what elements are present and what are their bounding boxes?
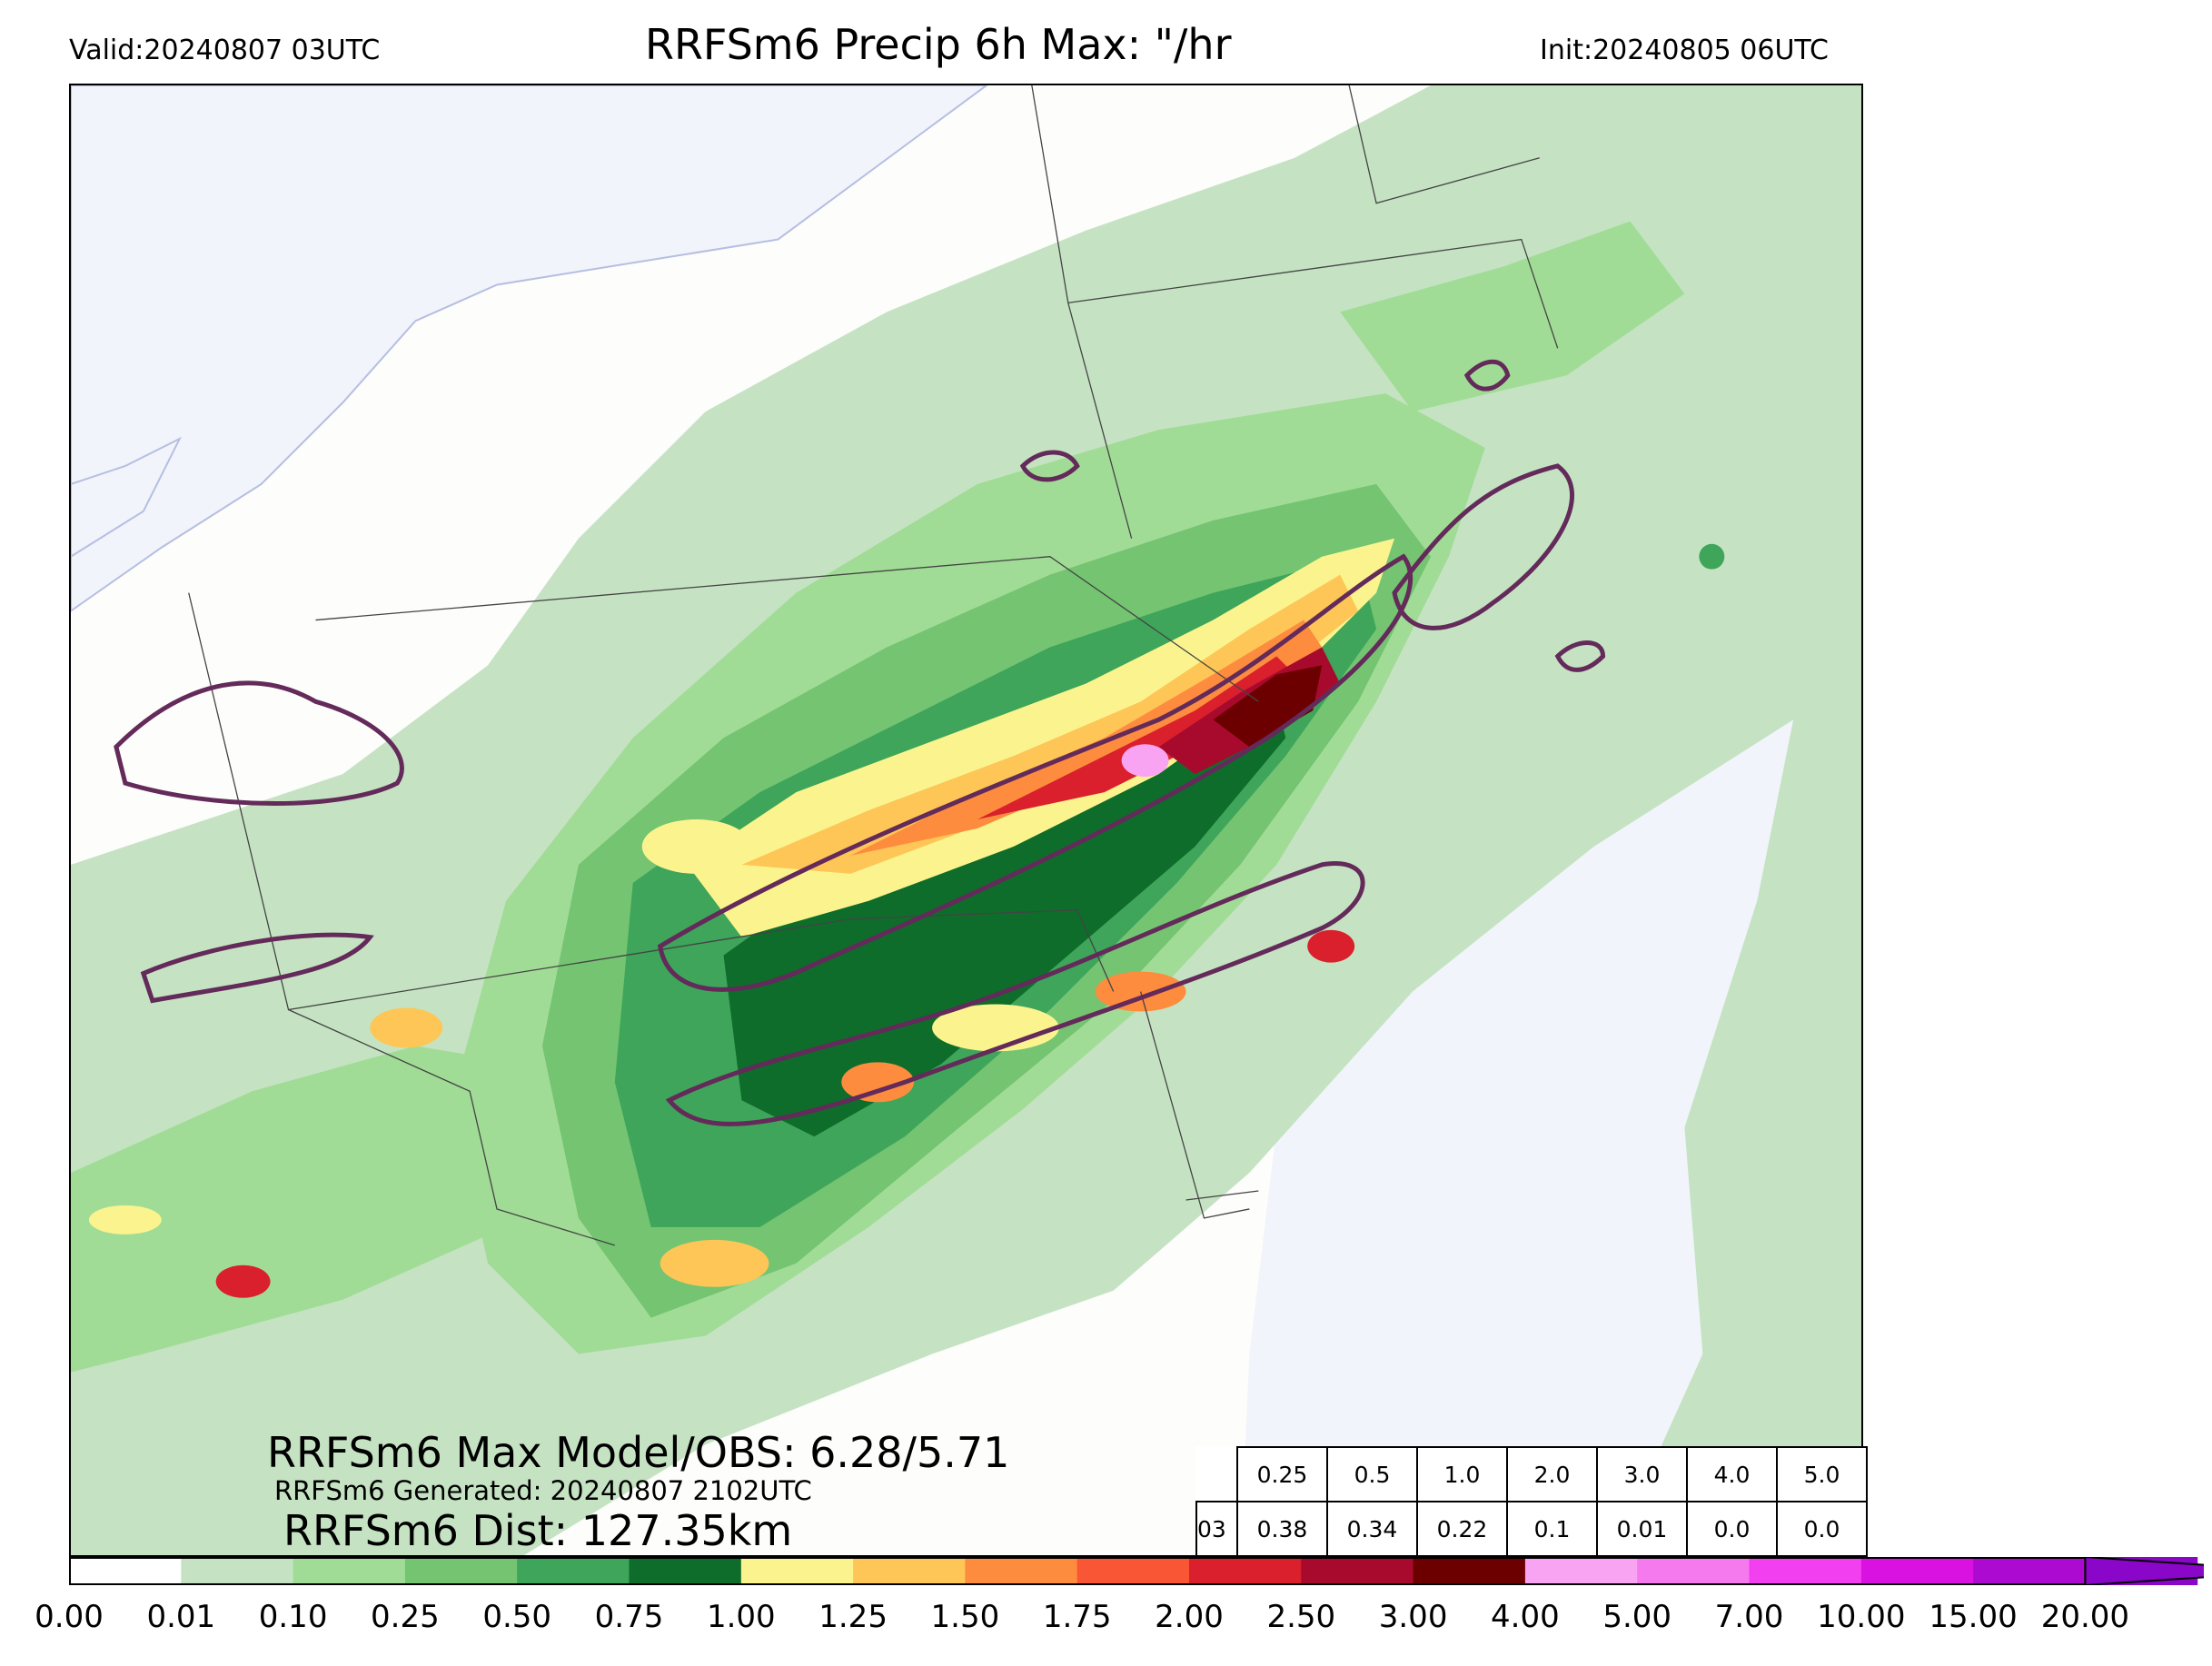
skill-value-row: 03 0.38 0.34 0.22 0.1 0.01 0.0 0.0 xyxy=(1195,1501,1868,1557)
distance-label: RRFSm6 Dist: 127.35km xyxy=(283,1506,793,1555)
precip-010-west xyxy=(71,891,542,1174)
colorbar-segment xyxy=(1076,1557,1190,1585)
colorbar-tick-label: 0.25 xyxy=(371,1599,440,1635)
lake-ontario xyxy=(71,85,988,612)
precip-map xyxy=(69,84,1863,1557)
threshold-cell: 3.0 xyxy=(1596,1446,1688,1502)
colorbar-segment xyxy=(629,1557,742,1585)
colorbar-segment xyxy=(1413,1557,1526,1585)
threshold-cell: 0.5 xyxy=(1326,1446,1418,1502)
colorbar-tick-label: 1.00 xyxy=(706,1599,776,1635)
colorbar-tick-label: 4.00 xyxy=(1491,1599,1560,1635)
precip-cell xyxy=(88,1205,162,1235)
colorbar xyxy=(69,1557,2204,1585)
colorbar-segment xyxy=(1749,1557,1862,1585)
colorbar-segment xyxy=(69,1557,182,1585)
threshold-cell: 5.0 xyxy=(1776,1446,1868,1502)
colorbar-tick-label: 7.00 xyxy=(1714,1599,1784,1635)
value-cell: 0.38 xyxy=(1236,1501,1328,1557)
precip-cell xyxy=(215,1264,271,1298)
colorbar-tick-label: 0.75 xyxy=(594,1599,664,1635)
colorbar-segment xyxy=(181,1557,294,1585)
value-cell: 0.0 xyxy=(1776,1501,1868,1557)
colorbar-segment xyxy=(965,1557,1078,1585)
colorbar-tick-label: 0.10 xyxy=(258,1599,328,1635)
lake-erie xyxy=(71,436,182,558)
row-label-cell: 03 xyxy=(1195,1501,1238,1557)
colorbar-tick-label: 1.75 xyxy=(1042,1599,1112,1635)
colorbar-tick-label: 5.00 xyxy=(1602,1599,1672,1635)
value-cell: 0.22 xyxy=(1416,1501,1508,1557)
skill-score-table: 0.25 0.5 1.0 2.0 3.0 4.0 5.0 03 0.38 0.3… xyxy=(1195,1446,1868,1557)
colorbar-tick-label: 1.25 xyxy=(818,1599,888,1635)
precip-cell xyxy=(660,1239,769,1287)
colorbar-segment xyxy=(1301,1557,1414,1585)
init-time-label: Init:20240805 06UTC xyxy=(1540,35,1829,66)
colorbar-tick-label: 15.00 xyxy=(1929,1599,2018,1635)
colorbar-segment xyxy=(853,1557,966,1585)
chart-title: RRFSm6 Precip 6h Max: "/hr xyxy=(645,20,1232,69)
colorbar-border xyxy=(69,1557,2087,1585)
max-model-obs-label: RRFSm6 Max Model/OBS: 6.28/5.71 xyxy=(267,1428,1010,1477)
colorbar-tick-label: 3.00 xyxy=(1378,1599,1448,1635)
colorbar-segment xyxy=(1189,1557,1302,1585)
colorbar-tick-label: 2.00 xyxy=(1155,1599,1224,1635)
colorbar-tick-label: 20.00 xyxy=(2040,1599,2130,1635)
precip-map-canvas xyxy=(71,85,1861,1555)
precip-500-max xyxy=(1121,744,1169,778)
value-cell: 0.01 xyxy=(1596,1501,1688,1557)
colorbar-segment xyxy=(404,1557,518,1585)
threshold-cell: 1.0 xyxy=(1416,1446,1508,1502)
value-cell: 0.0 xyxy=(1686,1501,1778,1557)
precip-400-core xyxy=(1213,665,1323,748)
observation-contours xyxy=(114,359,1606,1126)
table-corner xyxy=(1196,1447,1237,1502)
valid-time-label: Valid:20240807 03UTC xyxy=(69,35,381,66)
precip-cell xyxy=(841,1062,915,1103)
state-boundaries xyxy=(188,85,1559,1246)
precip-cell xyxy=(641,819,751,874)
value-cell: 0.34 xyxy=(1326,1501,1418,1557)
colorbar-segment xyxy=(517,1557,630,1585)
skill-threshold-row: 0.25 0.5 1.0 2.0 3.0 4.0 5.0 xyxy=(1196,1446,1868,1502)
value-cell: 0.1 xyxy=(1506,1501,1598,1557)
colorbar-tick-label: 2.50 xyxy=(1266,1599,1336,1635)
colorbar-tick-label: 1.50 xyxy=(930,1599,1000,1635)
threshold-cell: 0.25 xyxy=(1236,1446,1328,1502)
precip-cell xyxy=(370,1007,443,1048)
colorbar-segment xyxy=(1860,1557,1974,1585)
precip-100-area xyxy=(723,665,1286,1137)
threshold-cell: 2.0 xyxy=(1506,1446,1598,1502)
precip-025-sw xyxy=(71,1046,524,1373)
colorbar-tick-label: 10.00 xyxy=(1817,1599,1906,1635)
generated-time-label: RRFSm6 Generated: 20240807 2102UTC xyxy=(274,1475,812,1506)
precip-025-ne xyxy=(1340,221,1685,412)
colorbar-segment xyxy=(1973,1557,2086,1585)
precip-cell xyxy=(1699,543,1725,570)
colorbar-segment xyxy=(1637,1557,1750,1585)
colorbar-tick-label: 0.00 xyxy=(35,1599,104,1635)
colorbar-segment xyxy=(740,1557,854,1585)
colorbar-tick-label: 0.01 xyxy=(146,1599,216,1635)
precip-150-band xyxy=(741,574,1359,874)
threshold-cell: 4.0 xyxy=(1686,1446,1778,1502)
precip-cell xyxy=(1307,929,1355,963)
colorbar-tick-label: 0.50 xyxy=(482,1599,552,1635)
colorbar-segment xyxy=(1524,1557,1638,1585)
colorbar-segment xyxy=(293,1557,406,1585)
